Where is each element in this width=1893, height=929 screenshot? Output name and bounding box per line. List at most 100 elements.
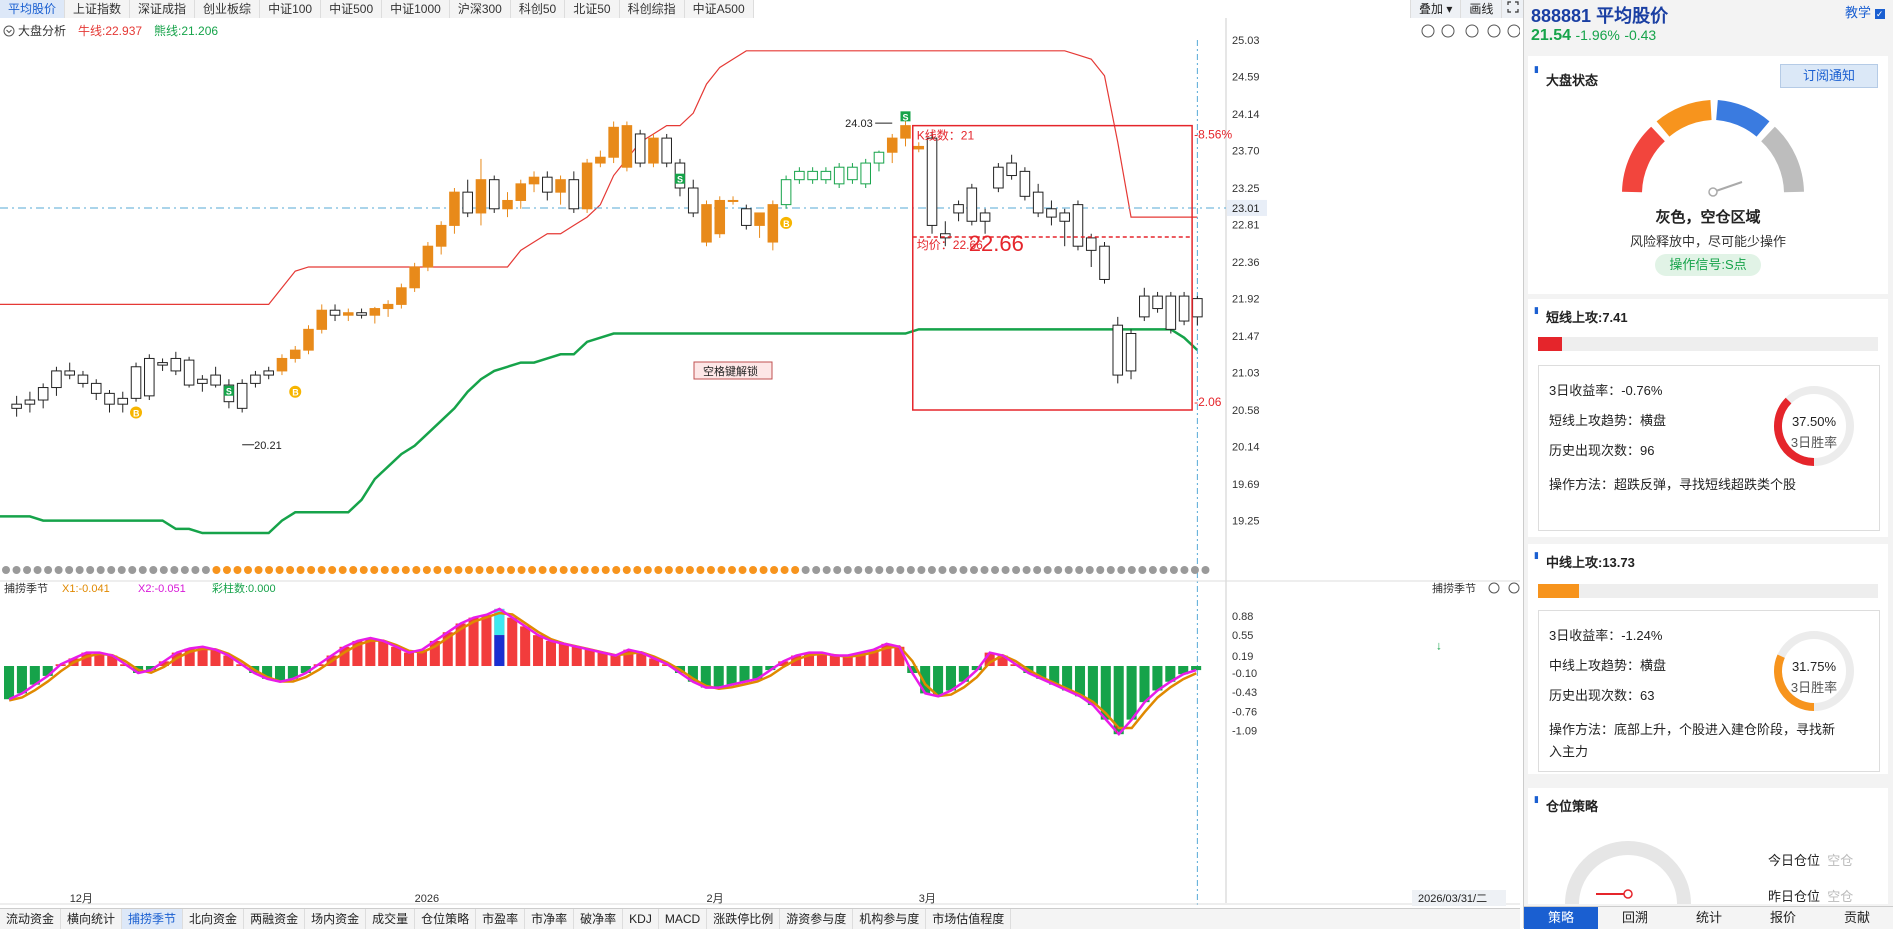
sub-right-name: 捕捞季节 (1432, 581, 1476, 595)
stock-header: 888881 平均股价 (1531, 2, 1668, 28)
index-tab-3[interactable]: 创业板综 (195, 0, 261, 18)
chart-area[interactable]: 大盘分析 牛线:22.937 熊线:21.206 25.03 24.59 24.14 23.… (0, 18, 1521, 908)
state-dot (538, 566, 547, 574)
panel-tab-4[interactable]: 贡献 (1843, 910, 1870, 925)
index-tab-5[interactable]: 中证500 (321, 0, 383, 18)
sub-bar (29, 666, 40, 685)
state-dot (86, 566, 95, 574)
state-dot (443, 566, 452, 574)
sub-bar (868, 649, 879, 667)
sub-help-icon[interactable] (1508, 582, 1520, 594)
panel-tab-2[interactable]: 统计 (1695, 910, 1722, 925)
state-dot (496, 566, 505, 574)
x-tick-label: 12月 (70, 893, 93, 905)
candle (263, 366, 274, 380)
indicator-tab-8[interactable]: 市盈率 (476, 909, 526, 929)
current-price-tag-label: 23.01 (1232, 203, 1260, 215)
candle (900, 117, 911, 147)
candle (289, 345, 301, 363)
sub-bar (1165, 666, 1176, 682)
sub-bar (223, 655, 234, 667)
sub-settings-icon[interactable] (1488, 582, 1500, 594)
subscribe-button[interactable]: 订阅通知 (1780, 64, 1878, 88)
panel-tab-1[interactable]: 回溯 (1621, 910, 1648, 925)
buy-signal: B (130, 406, 143, 419)
unlock-hint-box[interactable] (693, 361, 773, 380)
svg-text:S: S (677, 175, 683, 185)
sub-bars: 彩柱数:0.000 (212, 581, 276, 595)
add-icon[interactable] (1441, 24, 1455, 38)
minus-icon[interactable] (1465, 24, 1479, 38)
teach-link[interactable]: 教学 ✓ (1845, 2, 1885, 21)
sub-bar (765, 666, 776, 671)
price-tick-label: 25.03 (1232, 35, 1260, 47)
candle (714, 196, 726, 238)
index-tab-11[interactable]: 中证A500 (684, 0, 754, 18)
indicator-tab-10[interactable]: 破净率 (574, 909, 624, 929)
indicator-tab-9[interactable]: 市净率 (525, 909, 575, 929)
low-label: 20.21 (254, 440, 282, 452)
bullet-icon: ▮ (1534, 305, 1539, 315)
overlay-button[interactable]: 叠加 ▾ (1410, 0, 1461, 18)
candle (608, 121, 619, 164)
index-tab-9[interactable]: 北证50 (565, 0, 620, 18)
candle (382, 300, 394, 317)
main-legend: 大盘分析 牛线:22.937 熊线:21.206 (3, 23, 218, 38)
index-tab-1[interactable]: 上证指数 (65, 0, 131, 18)
avg-price-big: 22.66 (969, 231, 1024, 256)
candle (236, 379, 248, 413)
indicator-tab-15[interactable]: 机构参与度 (853, 909, 927, 929)
sub-bar (623, 649, 634, 667)
index-tab-2[interactable]: 深证成指 (130, 0, 196, 18)
help-icon[interactable] (1507, 24, 1521, 38)
indicator-tab-13[interactable]: 涨跌停比例 (707, 909, 781, 929)
collapse-icon[interactable] (3, 25, 15, 37)
candle (1019, 167, 1031, 201)
settings-icon[interactable] (1487, 24, 1501, 38)
index-tab-4[interactable]: 中证100 (260, 0, 322, 18)
state-dot (212, 566, 221, 574)
indicator-tab-14[interactable]: 游资参与度 (780, 909, 854, 929)
panel-tab-3[interactable]: 报价 (1769, 910, 1796, 925)
index-tab-10[interactable]: 科创综指 (619, 0, 685, 18)
state-dot (338, 566, 347, 574)
state-dot (464, 566, 473, 574)
sub-bar (1191, 666, 1202, 671)
indicator-tab-5[interactable]: 场内资金 (305, 909, 367, 929)
price-tick-label: 24.14 (1232, 109, 1260, 121)
candle (449, 188, 460, 234)
index-tab-6[interactable]: 中证1000 (382, 0, 450, 18)
index-tab-8[interactable]: 科创50 (510, 0, 566, 18)
candle (926, 132, 938, 234)
indicator-tab-6[interactable]: 成交量 (366, 909, 416, 929)
indicator-tab-12[interactable]: MACD (659, 909, 708, 929)
refresh-icon[interactable] (1421, 24, 1435, 38)
collapse-chevron-icon (6, 29, 12, 34)
indicator-tab-0[interactable]: 流动资金 (0, 909, 62, 929)
yesterday-position-label: 昨日仓位 (1768, 889, 1821, 904)
gauge-needle (1712, 181, 1743, 193)
candle (860, 158, 871, 188)
indicator-tab-4[interactable]: 两融资金 (244, 909, 306, 929)
index-tab-0[interactable]: 平均股价 (0, 0, 66, 18)
indicator-tab-16[interactable]: 市场估值程度 (926, 909, 1012, 929)
state-dot (528, 566, 537, 574)
candle (555, 175, 566, 205)
candle (356, 308, 367, 319)
expand-button[interactable] (1501, 0, 1525, 18)
kline-chart[interactable]: 大盘分析 牛线:22.937 熊线:21.206 25.03 24.59 24.14 23.… (0, 18, 1521, 908)
indicator-tab-11[interactable]: KDJ (623, 909, 659, 929)
state-dot (433, 566, 442, 574)
draw-line-button[interactable]: 画线 (1460, 0, 1502, 18)
index-tab-7[interactable]: 沪深300 (449, 0, 511, 18)
indicator-tab-3[interactable]: 北向资金 (183, 909, 245, 929)
mid-detail: 3日收益率：-1.24% 中线上攻趋势：横盘 历史出现次数：63 操作方法：底部… (1538, 610, 1880, 772)
indicator-tab-7[interactable]: 仓位策略 (415, 909, 477, 929)
candle (648, 133, 659, 168)
state-dot (948, 566, 957, 574)
panel-tab-0[interactable]: 策略 (1524, 907, 1598, 929)
gauge-seg-orange (1656, 100, 1712, 137)
state-dot (75, 566, 84, 574)
indicator-tab-1[interactable]: 横向统计 (61, 909, 123, 929)
indicator-tab-2[interactable]: 捕捞季节 (122, 909, 184, 929)
